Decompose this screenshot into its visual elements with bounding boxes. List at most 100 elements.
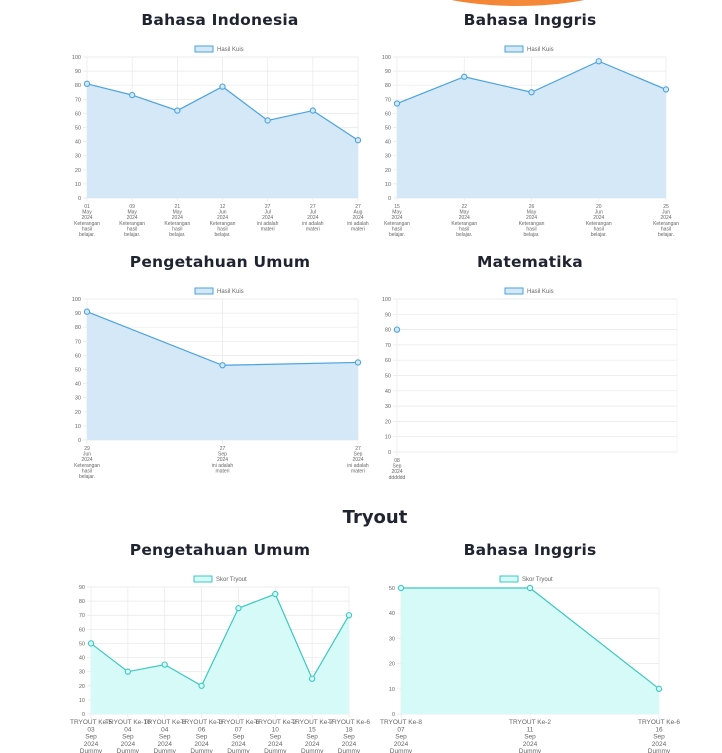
- data-point[interactable]: [264, 117, 271, 124]
- y-tick-label: 90: [75, 311, 81, 317]
- svg-text:10: 10: [272, 726, 280, 733]
- svg-text:Dummy: Dummy: [301, 748, 324, 753]
- svg-text:Sep: Sep: [269, 734, 281, 741]
- y-tick-label: 0: [78, 438, 81, 444]
- svg-text:hasil: hasil: [127, 226, 137, 232]
- legend-label: Hasil Kuis: [217, 47, 244, 53]
- tryout-section-heading: Tryout: [342, 507, 408, 528]
- data-point[interactable]: [129, 91, 136, 99]
- svg-text:2024: 2024: [652, 741, 667, 748]
- svg-text:2024: 2024: [391, 469, 402, 475]
- svg-text:hasil: hasil: [526, 226, 536, 232]
- legend[interactable]: Hasil Kuis: [194, 287, 244, 295]
- y-tick-label: 80: [385, 83, 391, 89]
- svg-text:TRYOUT Ke-8: TRYOUT Ke-8: [380, 719, 422, 726]
- svg-text:29: 29: [84, 446, 90, 452]
- legend[interactable]: Skor Tryout: [499, 575, 553, 583]
- data-point[interactable]: [219, 362, 226, 369]
- y-tick-label: 100: [382, 297, 391, 303]
- data-line: [90, 593, 350, 687]
- legend[interactable]: Hasil Kuis: [504, 45, 554, 53]
- y-tick-label: 0: [388, 196, 391, 202]
- chart-title-bahasa-inggris: Bahasa Inggris: [463, 11, 597, 29]
- legend[interactable]: Hasil Kuis: [194, 45, 244, 53]
- data-point[interactable]: [655, 685, 663, 692]
- data-point[interactable]: [345, 612, 353, 619]
- y-tick-label: 20: [385, 168, 391, 174]
- area-fill: [91, 594, 349, 714]
- svg-text:hasil: hasil: [594, 226, 604, 232]
- svg-text:25: 25: [663, 204, 669, 210]
- data-point[interactable]: [526, 584, 534, 592]
- y-tick-label: 50: [79, 641, 85, 647]
- y-tick-label: 50: [389, 586, 395, 592]
- chart-title-pengetahuan-umum: Pengetahuan Umum: [129, 253, 311, 271]
- svg-text:Keterangan: Keterangan: [74, 221, 100, 227]
- svg-text:Sep: Sep: [218, 452, 227, 458]
- legend-swatch: [504, 45, 524, 53]
- y-tick-label: 10: [75, 182, 81, 188]
- data-point[interactable]: [354, 137, 362, 144]
- y-tick-label: 10: [385, 182, 391, 188]
- svg-text:TRYOUT Ke-10: TRYOUT Ke-10: [105, 719, 151, 726]
- data-point[interactable]: [397, 584, 405, 592]
- svg-text:ini adalah: ini adalah: [347, 463, 369, 469]
- svg-text:2024: 2024: [660, 215, 671, 221]
- y-tick-label: 70: [385, 97, 391, 103]
- data-point[interactable]: [87, 640, 95, 647]
- y-tick-label: 10: [389, 687, 395, 693]
- svg-text:06: 06: [198, 726, 206, 733]
- y-tick-label: 50: [75, 126, 81, 132]
- svg-text:Jun: Jun: [83, 452, 91, 458]
- data-point[interactable]: [235, 605, 242, 612]
- data-point[interactable]: [272, 590, 279, 598]
- data-point[interactable]: [83, 308, 91, 315]
- data-point[interactable]: [198, 682, 205, 689]
- data-point[interactable]: [83, 80, 91, 87]
- svg-text:belajar.: belajar.: [79, 232, 95, 238]
- data-point[interactable]: [219, 83, 226, 90]
- legend[interactable]: Skor Tryout: [193, 575, 247, 583]
- svg-text:04: 04: [161, 726, 169, 733]
- svg-text:2024: 2024: [81, 215, 92, 221]
- data-point[interactable]: [124, 668, 132, 675]
- svg-text:Jul: Jul: [310, 210, 316, 216]
- chart-title-bahasa-indonesia: Bahasa Indonesia: [141, 11, 299, 29]
- data-point[interactable]: [461, 73, 468, 80]
- svg-text:hasil: hasil: [392, 226, 402, 232]
- data-point[interactable]: [662, 86, 670, 93]
- data-point[interactable]: [174, 107, 181, 114]
- data-point[interactable]: [595, 58, 602, 65]
- data-point[interactable]: [161, 661, 168, 668]
- y-tick-label: 100: [72, 297, 81, 303]
- svg-text:27: 27: [355, 204, 361, 210]
- svg-text:2024: 2024: [231, 741, 246, 748]
- svg-text:Dummy: Dummy: [117, 748, 140, 753]
- data-point[interactable]: [354, 359, 362, 366]
- data-point[interactable]: [309, 107, 316, 114]
- data-point[interactable]: [393, 326, 401, 333]
- y-tick-label: 80: [385, 328, 391, 334]
- legend-label: Skor Tryout: [216, 577, 247, 583]
- data-point[interactable]: [393, 100, 401, 107]
- data-point[interactable]: [308, 675, 316, 682]
- legend-swatch: [193, 575, 213, 583]
- svg-text:Sep: Sep: [306, 734, 318, 741]
- y-tick-label: 10: [79, 698, 85, 704]
- legend[interactable]: Hasil Kuis: [504, 287, 554, 295]
- svg-text:2024: 2024: [157, 741, 172, 748]
- data-point[interactable]: [528, 89, 535, 96]
- svg-text:04: 04: [124, 726, 132, 733]
